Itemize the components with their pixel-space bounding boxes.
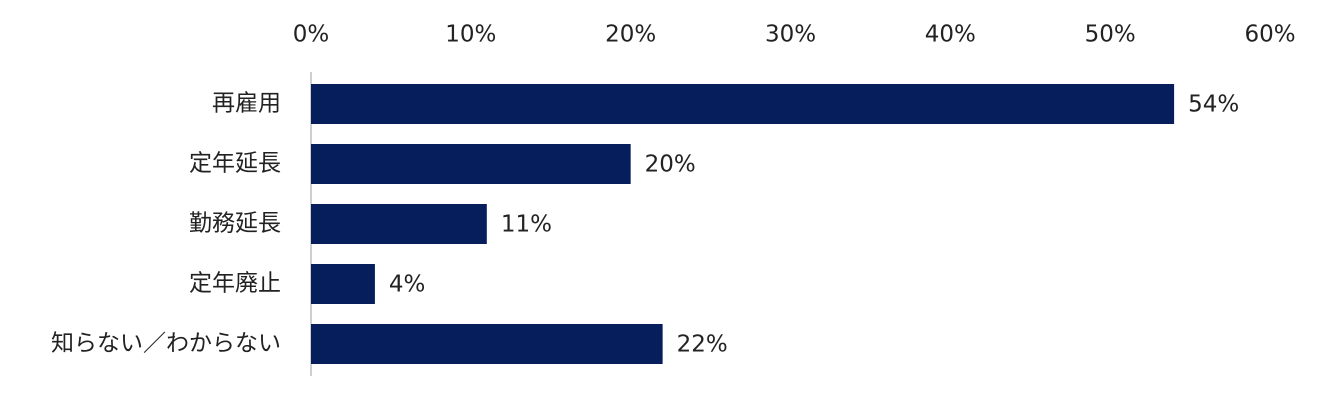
bar: [311, 84, 1175, 124]
y-tick-label: 再雇用: [212, 91, 281, 117]
x-tick-label: 0%: [293, 22, 330, 48]
value-label: 54%: [1188, 92, 1239, 118]
x-tick-label: 20%: [605, 22, 656, 48]
bar: [311, 204, 487, 244]
y-tick-label: 知らない／わからない: [51, 331, 281, 357]
value-label: 22%: [677, 332, 728, 358]
bar: [311, 324, 663, 364]
bar: [311, 144, 631, 184]
value-label: 20%: [645, 152, 696, 178]
y-tick-label: 定年廃止: [189, 271, 281, 297]
value-label: 11%: [501, 212, 552, 238]
bar: [311, 264, 375, 304]
y-tick-label: 勤務延長: [189, 211, 281, 237]
x-tick-label: 40%: [925, 22, 976, 48]
x-tick-label: 30%: [765, 22, 816, 48]
x-tick-label: 50%: [1085, 22, 1136, 48]
value-label: 4%: [389, 272, 426, 298]
x-tick-label: 10%: [445, 22, 496, 48]
x-tick-label: 60%: [1244, 22, 1295, 48]
y-tick-label: 定年延長: [189, 151, 281, 177]
